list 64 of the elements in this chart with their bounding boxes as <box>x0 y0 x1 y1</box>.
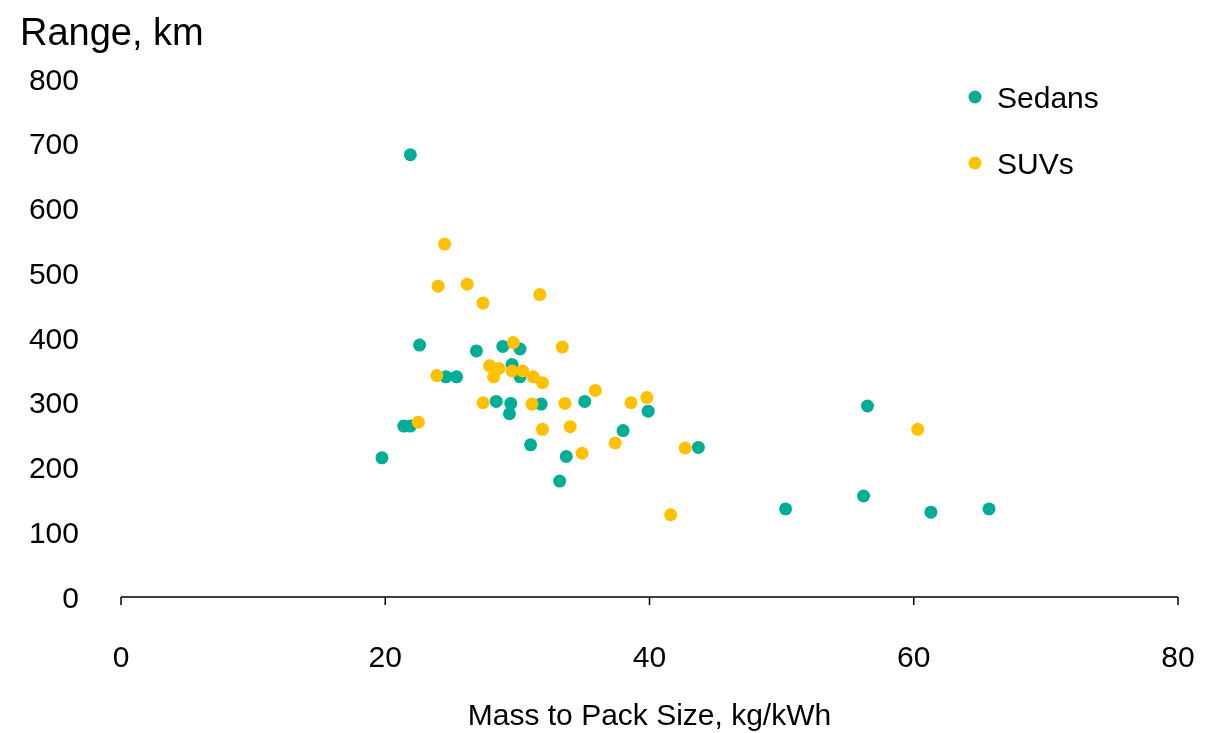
point <box>640 391 654 405</box>
point <box>516 364 530 378</box>
point <box>525 397 539 411</box>
point <box>526 370 540 384</box>
x-tick-label: 80 <box>1161 640 1195 673</box>
point <box>535 376 549 390</box>
y-tick-label: 100 <box>28 515 79 549</box>
point <box>553 474 567 488</box>
point <box>563 420 577 434</box>
point <box>624 396 638 410</box>
y-tick-label: 400 <box>28 321 79 355</box>
point <box>438 237 452 251</box>
point <box>506 336 520 350</box>
x-tick-label: 20 <box>368 640 402 673</box>
y-tick-label: 500 <box>28 256 79 290</box>
point <box>413 338 427 352</box>
legend-label: Sedans <box>997 80 1099 114</box>
point <box>559 449 573 463</box>
y-tick-label: 600 <box>28 192 79 225</box>
point <box>779 502 793 516</box>
point <box>487 370 501 384</box>
point <box>678 441 692 455</box>
point <box>641 404 655 418</box>
point <box>982 502 996 516</box>
point <box>476 296 490 310</box>
x-tick-label: 40 <box>632 640 667 673</box>
point <box>588 383 602 397</box>
point <box>616 424 630 438</box>
point <box>664 508 678 522</box>
point <box>502 407 516 421</box>
point <box>460 277 474 291</box>
y-tick-label: 700 <box>28 127 79 161</box>
y-tick-label: 300 <box>28 386 79 420</box>
legend-label: SUVs <box>997 146 1074 180</box>
point <box>469 344 483 358</box>
point <box>924 505 938 519</box>
y-axis-title: Range, km <box>20 11 204 53</box>
point <box>857 489 871 503</box>
point <box>450 370 464 384</box>
point <box>489 394 503 408</box>
y-tick-label: 0 <box>62 580 79 614</box>
point <box>691 440 705 454</box>
point <box>496 339 510 353</box>
point <box>375 451 389 465</box>
point <box>578 394 592 408</box>
point <box>476 396 490 410</box>
y-tick-label: 200 <box>28 451 79 484</box>
x-tick-label: 60 <box>897 640 931 673</box>
point <box>558 396 572 410</box>
point <box>431 279 445 293</box>
x-axis-title: Mass to Pack Size, kg/kWh <box>467 698 832 731</box>
point <box>403 148 417 162</box>
point <box>911 422 925 436</box>
point <box>575 446 589 460</box>
point <box>524 438 538 452</box>
point <box>533 288 547 302</box>
point <box>608 436 622 450</box>
x-tick-label: 0 <box>112 640 130 673</box>
point <box>535 422 549 436</box>
point <box>555 340 569 354</box>
point <box>861 399 875 413</box>
y-tick-label: 800 <box>28 62 79 96</box>
point <box>430 369 444 383</box>
point <box>411 415 425 429</box>
